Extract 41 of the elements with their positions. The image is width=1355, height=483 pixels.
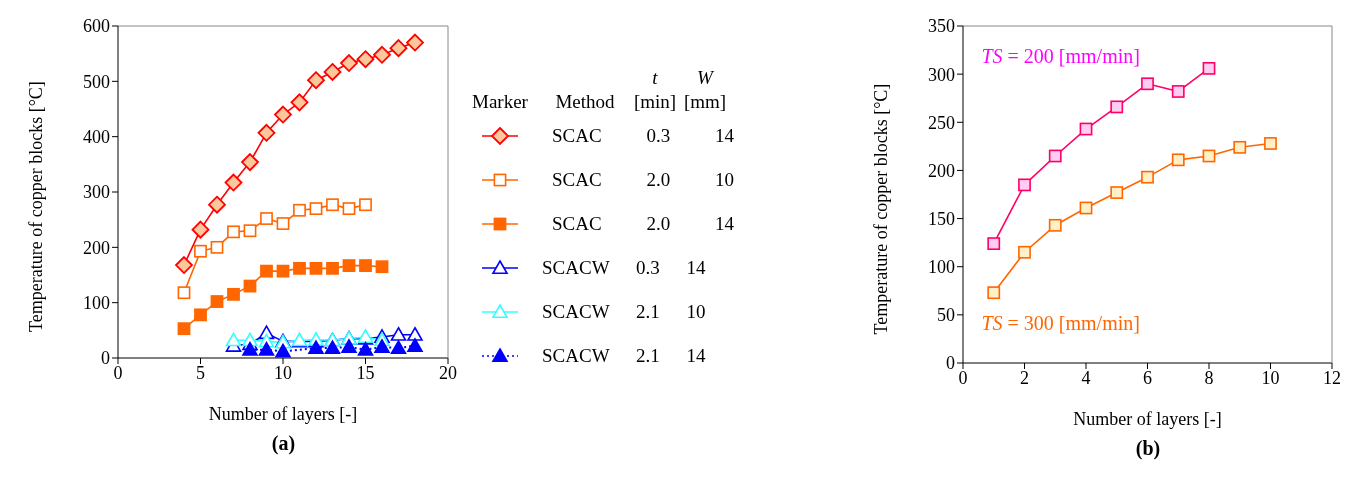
y-axis-title: Temperature of copper blocks [°C] (26, 81, 47, 332)
y-tick-label: 0 (101, 348, 110, 369)
y-tick-label: 200 (83, 237, 110, 258)
x-tick-label: 0 (113, 362, 123, 383)
text: (a) (270, 432, 297, 455)
y-tick-label: 400 (83, 127, 110, 148)
annotation: TS = 300 [mm/min] (981, 311, 1140, 334)
x-axis-title: Number of layers [-] (208, 404, 358, 424)
x-tick-label: 5 (196, 362, 205, 383)
legend-label: SCACW 2.1 10 (541, 301, 706, 323)
y-tick-label: 500 (83, 71, 110, 92)
y-tick-label: 250 (928, 112, 955, 133)
text: Marker Method t [min] W [mm] (472, 67, 727, 112)
legend-label: SCAC 0.3 14 (551, 125, 734, 147)
y-axis-title: Temperature of copper blocks [°C] (871, 83, 892, 335)
x-tick-label: 8 (1204, 367, 1214, 388)
y-tick-label: 300 (928, 64, 955, 85)
legend-label: SCAC 2.0 14 (551, 213, 734, 235)
x-tick-label: 2 (1020, 367, 1029, 388)
legend-label: SCACW 2.1 14 (541, 345, 706, 367)
annotation: TS = 200 [mm/min] (981, 45, 1140, 68)
x-tick-label: 10 (1261, 367, 1280, 388)
y-tick-label: 200 (928, 160, 955, 181)
x-tick-label: 20 (439, 362, 457, 383)
y-tick-label: 600 (83, 16, 110, 37)
x-tick-label: 10 (274, 362, 292, 383)
y-tick-label: 350 (928, 16, 955, 37)
legend-label: SCACW 0.3 14 (541, 257, 706, 279)
x-axis-title: Number of layers [-] (1073, 409, 1222, 429)
x-tick-label: 0 (958, 367, 968, 388)
y-tick-label: 50 (937, 305, 955, 326)
text: (b) (1134, 437, 1162, 460)
x-tick-label: 15 (356, 362, 375, 383)
legend-label: SCAC 2.0 10 (551, 169, 734, 191)
y-tick-label: 150 (928, 208, 955, 229)
x-tick-label: 4 (1081, 367, 1091, 388)
y-tick-label: 100 (83, 293, 110, 314)
x-tick-label: 6 (1143, 367, 1152, 388)
y-tick-label: 300 (83, 182, 110, 203)
y-tick-label: 100 (928, 257, 955, 278)
x-tick-label: 12 (1323, 367, 1341, 388)
